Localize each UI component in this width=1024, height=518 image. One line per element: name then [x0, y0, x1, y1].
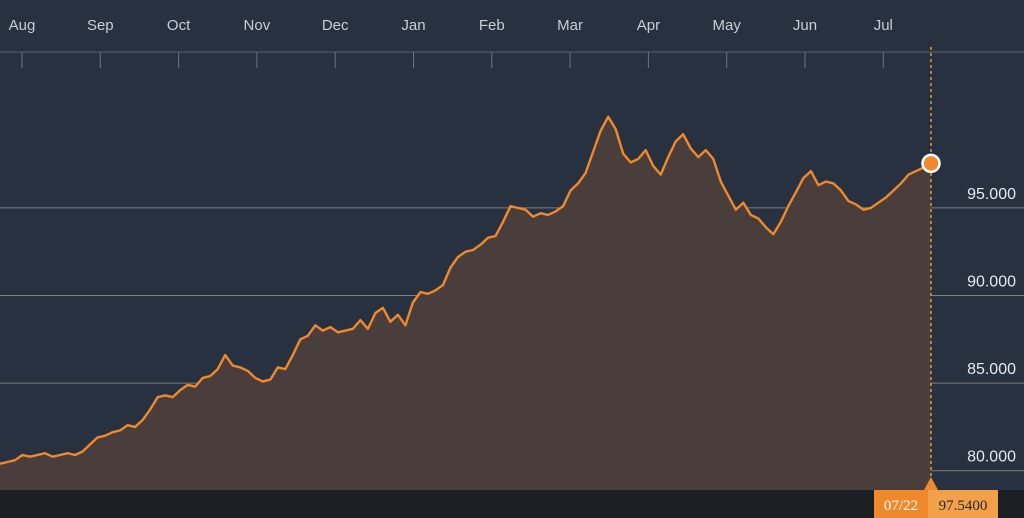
price-area	[0, 116, 931, 491]
tooltip-value-box	[928, 490, 998, 518]
month-label: Sep	[87, 17, 114, 34]
y-tick-label: 80.000	[967, 449, 1016, 466]
month-label: Dec	[322, 17, 349, 34]
month-label: Apr	[637, 17, 660, 34]
price-line	[0, 115, 932, 465]
tooltip-date-box	[874, 490, 928, 518]
month-label: Mar	[557, 17, 583, 34]
month-label: Jun	[793, 17, 817, 34]
month-label: Nov	[244, 17, 271, 34]
price-tooltip: 07/22 97.5400	[874, 477, 998, 518]
y-axis: 80.000 85.000 90.000 95.000	[967, 186, 1016, 466]
month-label: Jul	[874, 17, 893, 34]
month-label: Oct	[167, 17, 191, 34]
y-tick-label: 95.000	[967, 186, 1016, 203]
month-label: May	[713, 17, 742, 34]
tooltip-date: 07/22	[884, 498, 918, 514]
y-tick-label: 90.000	[967, 274, 1016, 291]
last-point-marker[interactable]	[921, 153, 941, 174]
tooltip-pointer	[924, 477, 938, 490]
bottom-strip	[0, 490, 1024, 518]
tooltip-value: 97.5400	[939, 498, 988, 514]
month-label: Jan	[401, 17, 425, 34]
month-label: Aug	[9, 17, 36, 34]
month-axis: Aug Sep Oct Nov Dec Jan Feb Mar Apr May Jun Jul	[9, 17, 893, 68]
y-tick-label: 85.000	[967, 361, 1016, 378]
month-label: Feb	[479, 17, 505, 34]
